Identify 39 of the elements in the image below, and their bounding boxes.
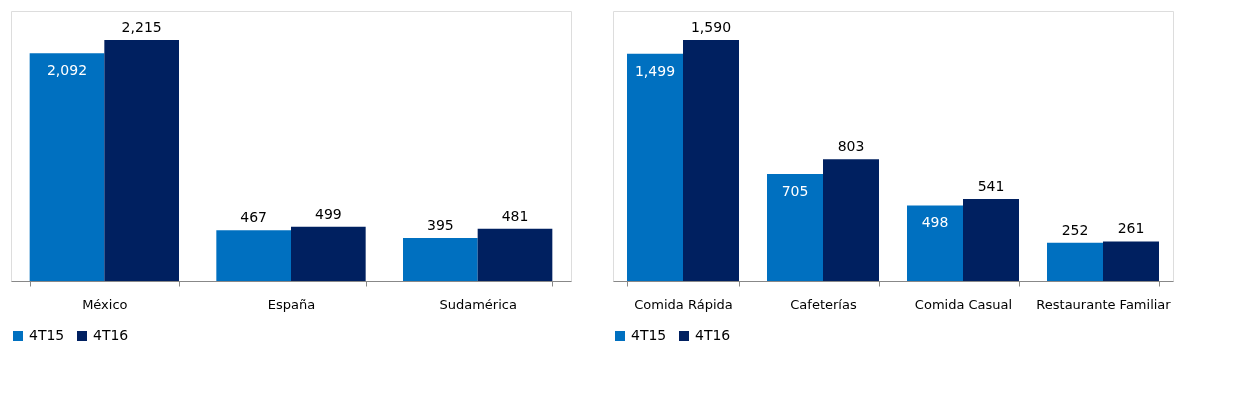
- x-tick-label: Cafeterías: [790, 296, 857, 312]
- data-label: 1,499: [634, 62, 676, 79]
- bar: [403, 238, 478, 281]
- data-label: 1,590: [690, 18, 732, 35]
- bar: [291, 226, 366, 281]
- data-label: 498: [921, 214, 949, 231]
- x-tick-label: Comida Casual: [914, 296, 1013, 312]
- bar: [1047, 242, 1103, 281]
- bar: [767, 174, 823, 281]
- legend-label: 4T16: [93, 327, 129, 343]
- bar: [216, 230, 291, 281]
- x-tick-label: Sudamérica: [439, 296, 517, 312]
- data-label: 803: [837, 138, 865, 155]
- bar: [104, 39, 179, 281]
- data-label: 261: [1117, 220, 1145, 237]
- data-label: 252: [1061, 221, 1089, 238]
- data-label: 705: [781, 183, 809, 200]
- legend-label: 4T15: [631, 327, 667, 343]
- data-label: 541: [977, 177, 1005, 194]
- bar: [823, 159, 879, 281]
- bar: [683, 39, 739, 281]
- bar: [907, 205, 963, 281]
- x-tick-label: Comida Rápida: [634, 296, 733, 312]
- data-label: 481: [501, 207, 529, 224]
- data-label: 499: [314, 205, 342, 222]
- legend-label: 4T16: [695, 327, 731, 343]
- bar: [627, 53, 683, 281]
- bar: [29, 53, 105, 281]
- data-label: 395: [426, 217, 454, 234]
- bar: [963, 198, 1019, 281]
- data-label: 2,215: [121, 18, 162, 35]
- x-tick-label: México: [82, 296, 128, 312]
- data-label: 467: [240, 209, 268, 226]
- bar: [1103, 241, 1159, 281]
- x-tick-label: España: [267, 296, 316, 312]
- data-label: 2,092: [46, 62, 88, 79]
- legend-label: 4T15: [29, 327, 65, 343]
- bar: [477, 228, 553, 281]
- x-tick-label: Restaurante Familiar: [1036, 296, 1172, 312]
